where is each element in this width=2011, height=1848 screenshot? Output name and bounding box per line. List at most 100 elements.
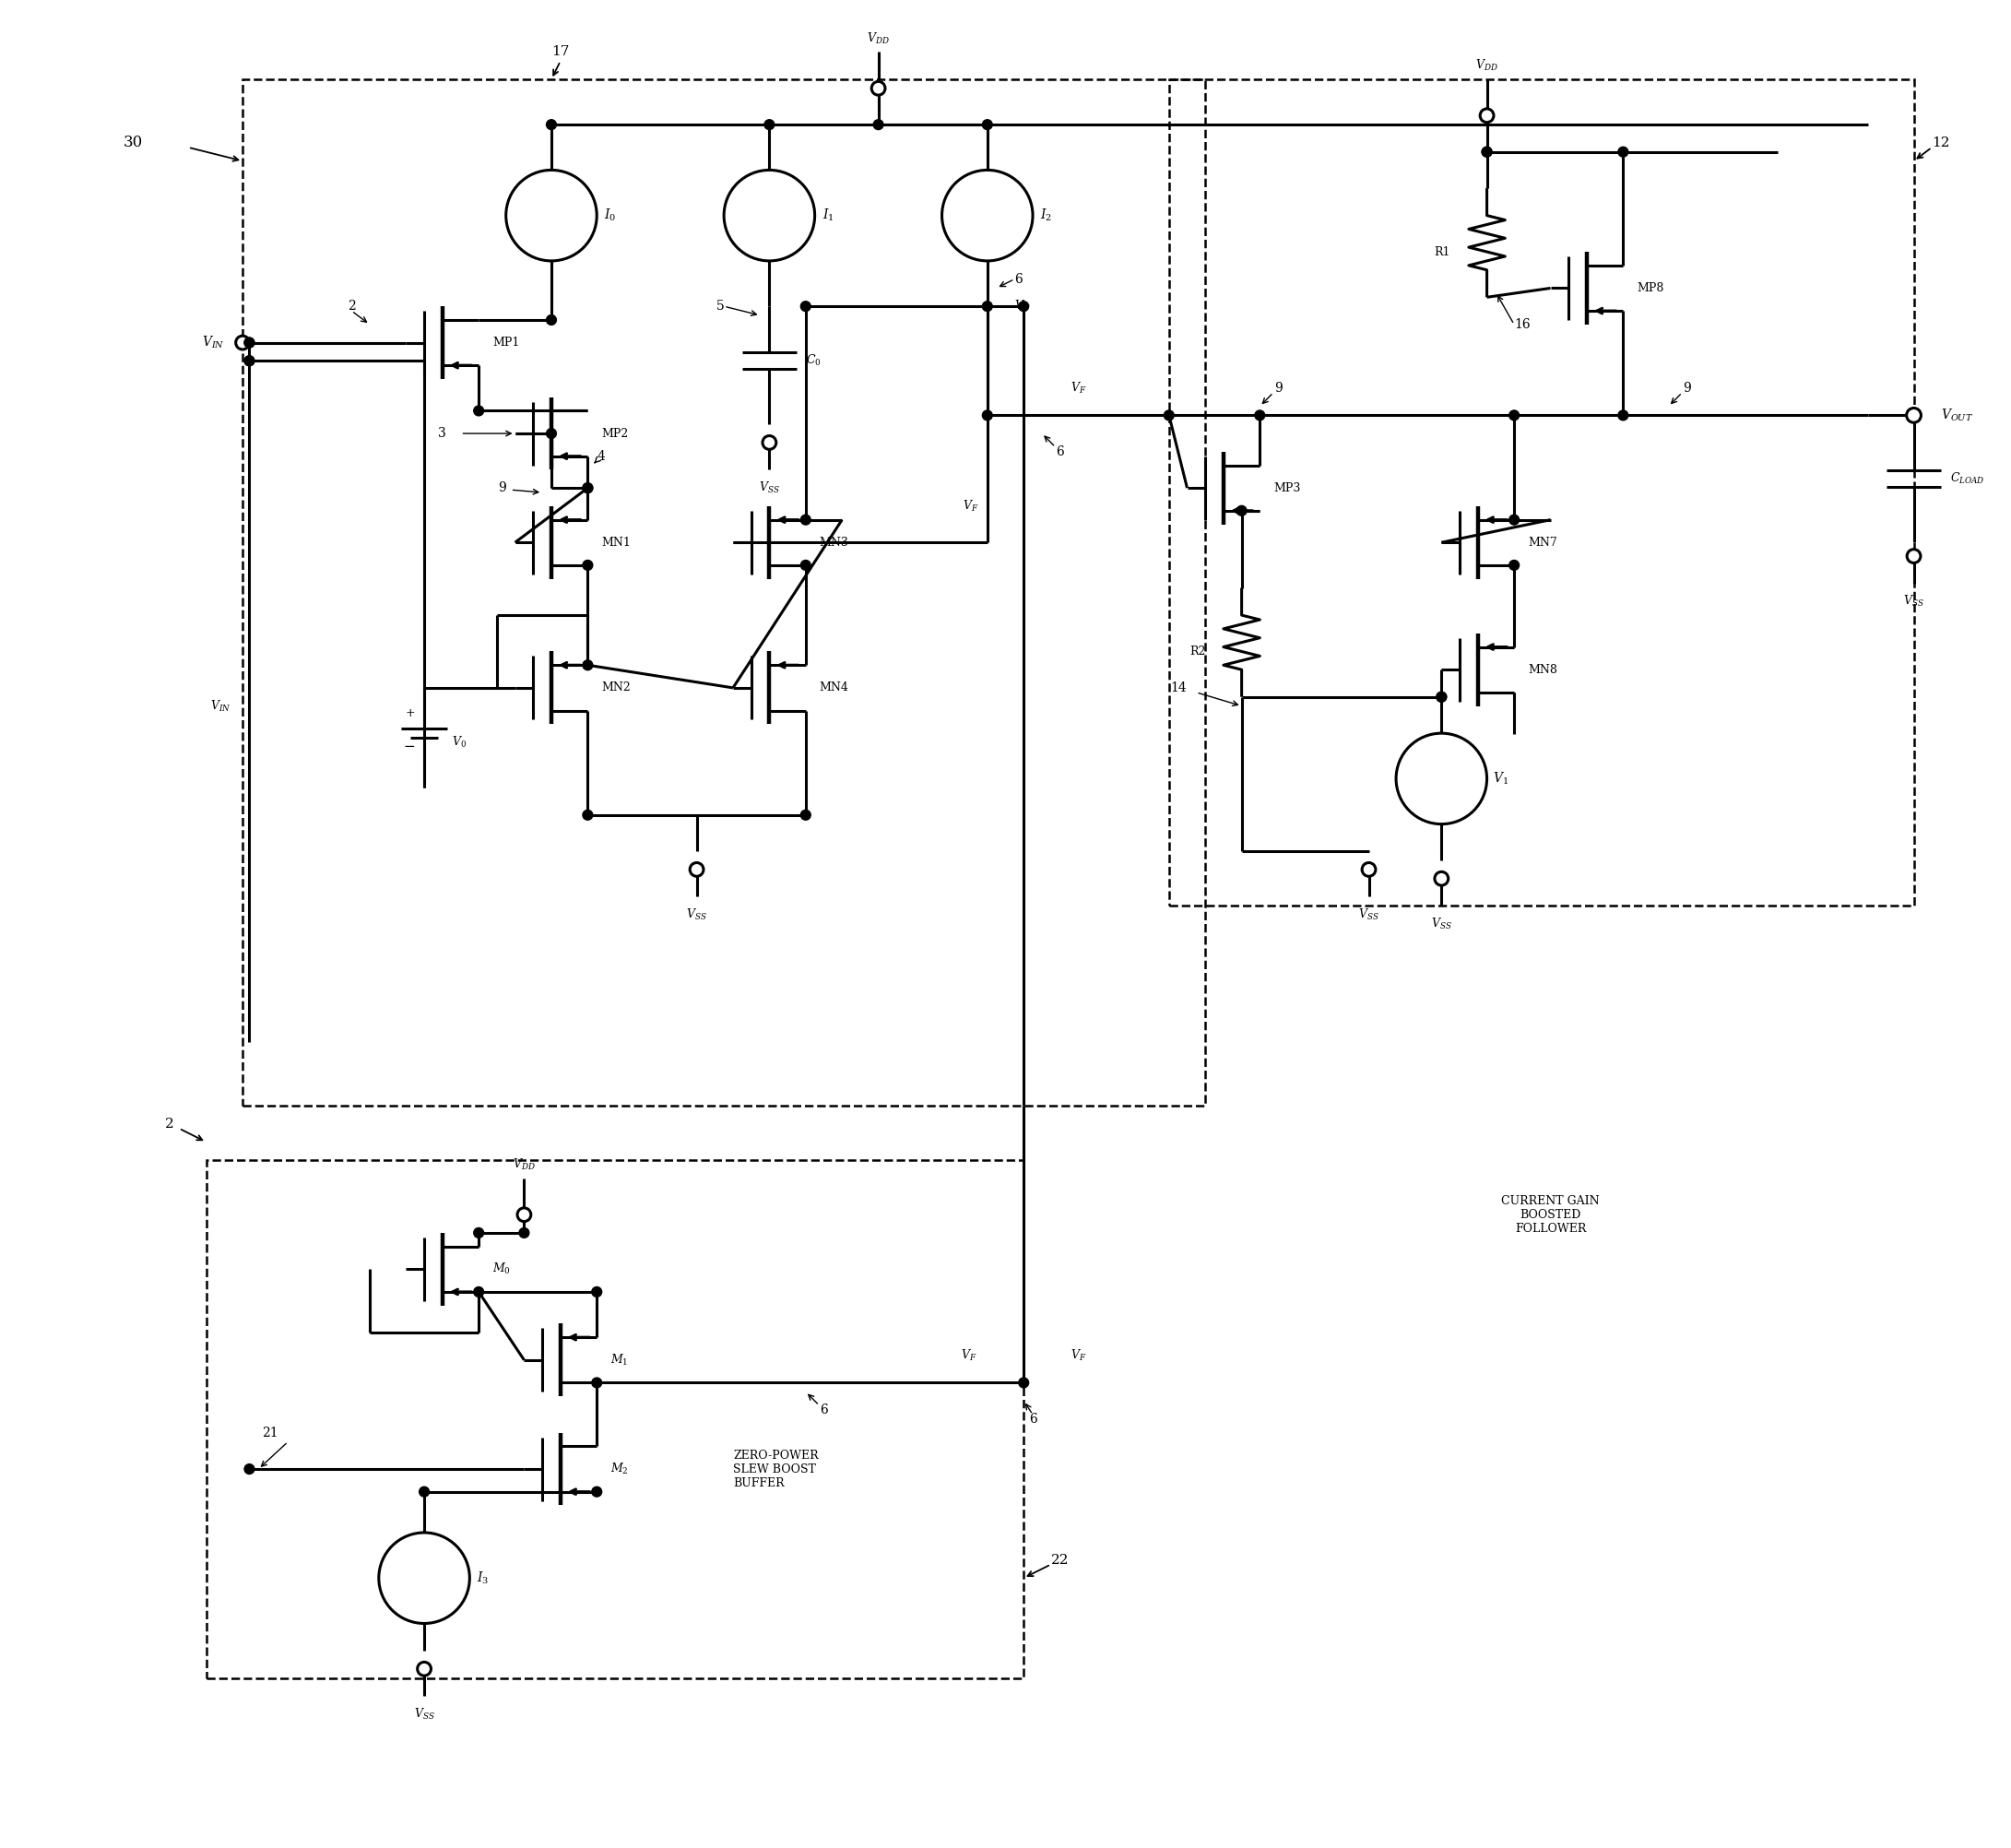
Circle shape xyxy=(1436,691,1446,702)
Circle shape xyxy=(690,863,704,876)
Text: CURRENT GAIN
BOOSTED
FOLLOWER: CURRENT GAIN BOOSTED FOLLOWER xyxy=(1502,1196,1599,1234)
Circle shape xyxy=(1482,146,1492,157)
Text: MP2: MP2 xyxy=(601,427,627,440)
Text: MP1: MP1 xyxy=(493,336,519,349)
Circle shape xyxy=(1436,691,1446,702)
Circle shape xyxy=(941,170,1034,261)
Text: 5: 5 xyxy=(716,299,724,312)
Text: −: − xyxy=(404,741,414,754)
Text: $I_3$: $I_3$ xyxy=(477,1571,489,1586)
Circle shape xyxy=(873,120,883,129)
Circle shape xyxy=(724,170,814,261)
Text: +: + xyxy=(1436,754,1448,767)
Circle shape xyxy=(245,357,253,366)
Circle shape xyxy=(800,809,810,821)
Text: −: − xyxy=(1434,789,1448,806)
Circle shape xyxy=(1906,549,1921,564)
Circle shape xyxy=(235,336,249,349)
Text: $V_{DD}$: $V_{DD}$ xyxy=(867,31,889,46)
Circle shape xyxy=(591,1379,601,1388)
Bar xyxy=(243,79,1205,1105)
Text: $V_{SS}$: $V_{SS}$ xyxy=(758,480,780,495)
Text: $I_0$: $I_0$ xyxy=(603,207,617,224)
Text: 2: 2 xyxy=(165,1118,175,1131)
Circle shape xyxy=(800,560,810,571)
Circle shape xyxy=(583,482,593,493)
Circle shape xyxy=(547,314,557,325)
Text: $V_F$: $V_F$ xyxy=(1016,299,1030,314)
Text: 17: 17 xyxy=(551,46,569,59)
Text: $V_{IN}$: $V_{IN}$ xyxy=(211,699,231,713)
Text: 16: 16 xyxy=(1514,318,1530,331)
Text: 30: 30 xyxy=(125,135,143,152)
Circle shape xyxy=(583,482,593,493)
Text: 6: 6 xyxy=(1056,445,1064,458)
Text: R2: R2 xyxy=(1189,645,1205,658)
Circle shape xyxy=(507,170,597,261)
Text: MN4: MN4 xyxy=(818,682,849,693)
Circle shape xyxy=(245,1464,253,1475)
Circle shape xyxy=(1237,506,1247,516)
Circle shape xyxy=(583,660,593,671)
Text: $V_{SS}$: $V_{SS}$ xyxy=(686,907,708,922)
Circle shape xyxy=(1508,516,1518,525)
Bar xyxy=(207,1161,1024,1678)
Text: $V_{OUT}$: $V_{OUT}$ xyxy=(1941,407,1973,423)
Circle shape xyxy=(981,301,991,310)
Circle shape xyxy=(475,1227,485,1238)
Text: MN3: MN3 xyxy=(818,536,849,549)
Text: $V_{SS}$: $V_{SS}$ xyxy=(1432,917,1452,931)
Text: $V_F$: $V_F$ xyxy=(961,1347,977,1362)
Circle shape xyxy=(583,560,593,571)
Circle shape xyxy=(1482,146,1492,157)
Circle shape xyxy=(981,120,991,129)
Text: $M_2$: $M_2$ xyxy=(611,1462,629,1477)
Circle shape xyxy=(591,1488,601,1497)
Circle shape xyxy=(547,429,557,438)
Text: $V_{SS}$: $V_{SS}$ xyxy=(1357,907,1380,922)
Circle shape xyxy=(547,120,557,129)
Text: R1: R1 xyxy=(1434,246,1450,259)
Circle shape xyxy=(764,120,774,129)
Text: ZERO-POWER
SLEW BOOST
BUFFER: ZERO-POWER SLEW BOOST BUFFER xyxy=(734,1449,818,1489)
Text: 9: 9 xyxy=(1683,381,1691,394)
Circle shape xyxy=(591,1286,601,1297)
Text: 4: 4 xyxy=(597,449,605,462)
Circle shape xyxy=(762,436,776,449)
Circle shape xyxy=(475,1286,485,1297)
Circle shape xyxy=(583,809,593,821)
Text: $V_F$: $V_F$ xyxy=(961,499,977,514)
Text: $V_F$: $V_F$ xyxy=(1070,381,1086,395)
Circle shape xyxy=(1508,410,1518,419)
Circle shape xyxy=(245,338,253,347)
Text: MN8: MN8 xyxy=(1528,663,1557,676)
Circle shape xyxy=(245,357,253,366)
Circle shape xyxy=(245,338,253,347)
Text: 6: 6 xyxy=(1030,1412,1038,1425)
Text: MN7: MN7 xyxy=(1528,536,1557,549)
Text: 2: 2 xyxy=(348,299,356,312)
Circle shape xyxy=(1508,560,1518,571)
Circle shape xyxy=(1164,410,1174,419)
Text: $I_1$: $I_1$ xyxy=(822,207,835,224)
Circle shape xyxy=(1480,109,1494,122)
Text: 6: 6 xyxy=(1016,274,1024,285)
Circle shape xyxy=(1396,734,1486,824)
Circle shape xyxy=(1906,408,1921,423)
Circle shape xyxy=(1020,301,1030,310)
Text: MP3: MP3 xyxy=(1273,482,1301,493)
Text: $C_{LOAD}$: $C_{LOAD}$ xyxy=(1951,471,1985,486)
Text: $V_0$: $V_0$ xyxy=(450,736,467,750)
Circle shape xyxy=(871,81,885,94)
Bar xyxy=(1168,79,1914,906)
Text: 6: 6 xyxy=(820,1403,829,1416)
Text: $V_{SS}$: $V_{SS}$ xyxy=(414,1708,434,1722)
Circle shape xyxy=(1619,410,1629,419)
Circle shape xyxy=(519,1227,529,1238)
Text: 22: 22 xyxy=(1052,1554,1070,1567)
Text: $V_{DD}$: $V_{DD}$ xyxy=(1476,57,1498,74)
Text: $V_{SS}$: $V_{SS}$ xyxy=(1902,593,1925,610)
Text: $I_2$: $I_2$ xyxy=(1040,207,1052,224)
Text: $V_{IN}$: $V_{IN}$ xyxy=(201,334,225,351)
Text: MN2: MN2 xyxy=(601,682,631,693)
